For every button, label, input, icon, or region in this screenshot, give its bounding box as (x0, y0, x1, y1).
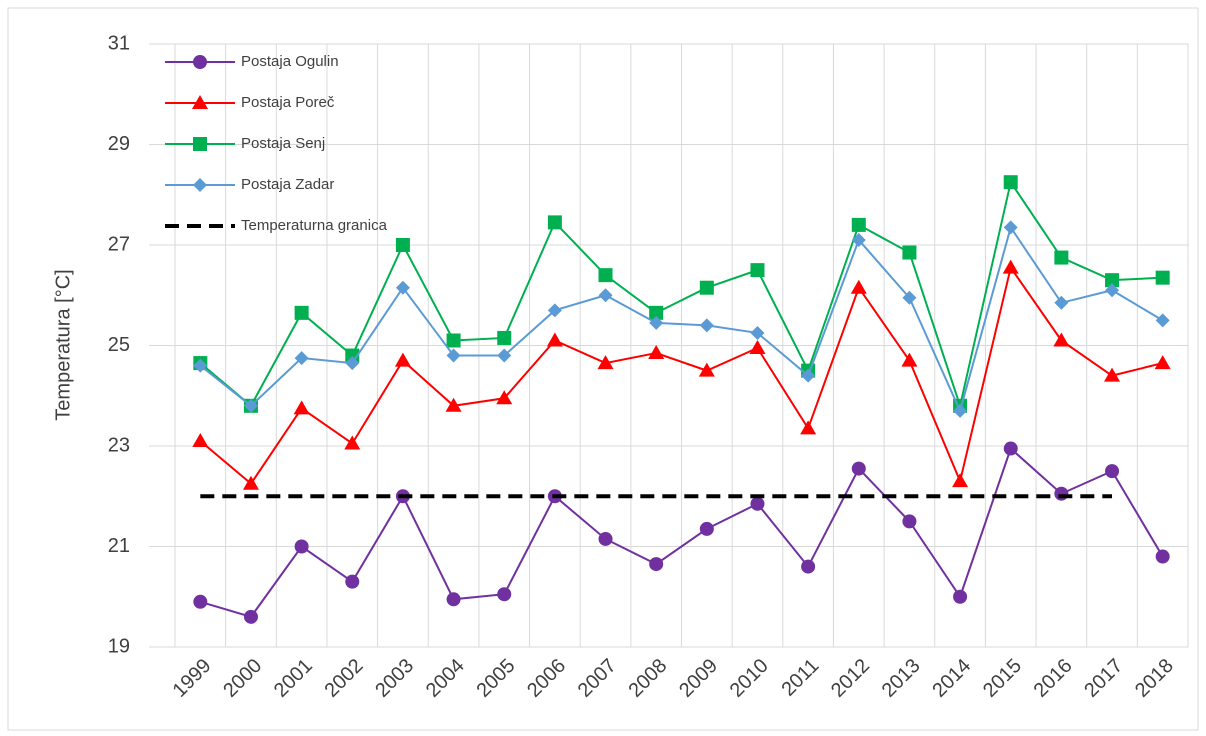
point (597, 355, 614, 370)
y-tick-label: 31 (108, 32, 130, 54)
y-axis-title: Temperatura [°C] (52, 269, 74, 420)
point (395, 280, 410, 295)
point (902, 245, 917, 260)
point (294, 539, 309, 554)
y-tick-label: 25 (108, 334, 130, 356)
point (1003, 220, 1018, 235)
point (1054, 486, 1069, 501)
point (699, 521, 714, 536)
point (698, 362, 715, 377)
point (193, 55, 207, 69)
point (851, 232, 866, 247)
point (293, 400, 310, 415)
point (1003, 441, 1018, 456)
point (749, 340, 766, 355)
point (649, 305, 664, 320)
point (1105, 273, 1120, 288)
point (1053, 332, 1070, 347)
legend-label: Postaja Zadar (241, 176, 334, 193)
point (546, 332, 563, 347)
series-line (199, 179, 1163, 410)
point (193, 137, 207, 151)
series-line (199, 265, 1163, 486)
point (699, 318, 714, 333)
point (953, 589, 968, 604)
y-tick-label: 23 (108, 434, 130, 456)
y-tick-label: 27 (108, 233, 130, 255)
series-line (200, 446, 1164, 619)
point (446, 348, 461, 363)
point (851, 217, 866, 232)
point (598, 531, 613, 546)
y-tick-label: 19 (108, 635, 130, 657)
point (446, 333, 461, 348)
point (1002, 259, 1019, 274)
point (1155, 549, 1170, 564)
point (394, 352, 411, 367)
point (851, 461, 866, 476)
point (547, 215, 562, 230)
legend-label: Postaja Poreč (241, 94, 335, 111)
point (902, 514, 917, 529)
point (294, 305, 309, 320)
point (294, 351, 309, 366)
y-tick-label: 21 (108, 535, 130, 557)
point (345, 574, 360, 589)
legend-label: Postaja Senj (241, 135, 325, 152)
point (901, 352, 918, 367)
point (446, 592, 461, 607)
point (193, 358, 208, 373)
point (1054, 250, 1069, 265)
point (193, 178, 207, 192)
legend-label: Postaja Ogulin (241, 53, 339, 70)
point (1155, 270, 1170, 285)
point (243, 398, 258, 413)
point (192, 432, 209, 447)
point (395, 238, 410, 252)
point (1003, 175, 1018, 190)
point (649, 557, 664, 572)
point (1154, 355, 1171, 370)
point (242, 475, 259, 490)
point (801, 559, 816, 574)
point (850, 279, 867, 294)
point (344, 435, 361, 450)
point (598, 288, 613, 303)
point (750, 496, 765, 511)
point (1105, 283, 1120, 298)
point (902, 290, 917, 305)
point (193, 594, 208, 609)
point (497, 330, 512, 345)
point (801, 368, 816, 383)
series-line (199, 225, 1164, 414)
point (192, 95, 208, 109)
point (750, 325, 765, 340)
point (1105, 464, 1120, 479)
point (699, 280, 714, 295)
point (750, 263, 765, 278)
point (649, 315, 664, 330)
point (497, 587, 512, 602)
point (1155, 313, 1170, 328)
point (445, 397, 462, 412)
point (800, 420, 817, 435)
point (547, 303, 562, 318)
point (345, 356, 360, 371)
point (243, 609, 258, 624)
y-tick-label: 29 (108, 133, 130, 155)
point (496, 390, 513, 405)
legend-label: Temperaturna granica (241, 217, 388, 234)
point (598, 268, 613, 283)
point (952, 473, 969, 488)
point (648, 345, 665, 360)
point (1104, 367, 1121, 382)
point (953, 403, 968, 418)
point (1054, 295, 1069, 310)
point (497, 348, 512, 363)
